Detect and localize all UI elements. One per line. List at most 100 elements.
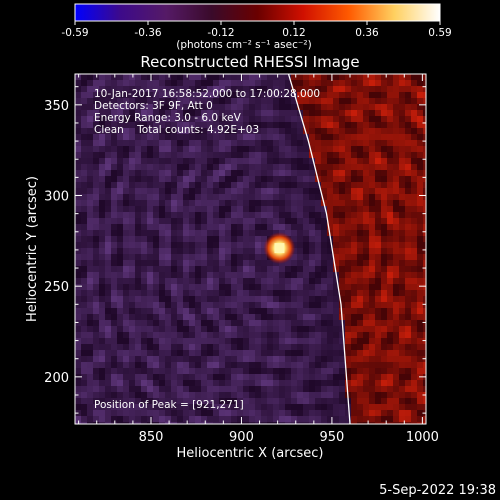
image-pixel xyxy=(297,74,303,80)
image-pixel xyxy=(327,140,333,146)
image-pixel xyxy=(153,344,159,350)
image-pixel xyxy=(117,110,123,116)
image-pixel xyxy=(321,230,327,236)
image-pixel xyxy=(303,320,309,326)
image-pixel xyxy=(417,74,423,80)
image-pixel xyxy=(417,344,423,350)
image-pixel xyxy=(105,416,111,422)
image-pixel xyxy=(231,182,237,188)
image-pixel xyxy=(243,224,249,230)
image-pixel xyxy=(393,116,399,122)
image-pixel xyxy=(111,164,117,170)
image-pixel xyxy=(87,74,93,80)
image-pixel xyxy=(135,248,141,254)
image-pixel xyxy=(393,260,399,266)
image-pixel xyxy=(141,272,147,278)
image-pixel xyxy=(363,116,369,122)
image-pixel xyxy=(105,188,111,194)
image-pixel xyxy=(345,272,351,278)
image-pixel xyxy=(189,116,195,122)
image-pixel xyxy=(201,188,207,194)
image-pixel xyxy=(219,290,225,296)
image-pixel xyxy=(339,140,345,146)
image-pixel xyxy=(129,134,135,140)
image-pixel xyxy=(141,254,147,260)
image-pixel xyxy=(135,416,141,422)
image-pixel xyxy=(339,224,345,230)
image-pixel xyxy=(285,152,291,158)
image-pixel xyxy=(381,374,387,380)
image-pixel xyxy=(393,272,399,278)
image-pixel xyxy=(213,350,219,356)
image-pixel xyxy=(345,158,351,164)
image-pixel xyxy=(81,362,87,368)
image-pixel xyxy=(171,134,177,140)
image-pixel xyxy=(363,242,369,248)
image-pixel xyxy=(75,230,81,236)
image-pixel xyxy=(99,386,105,392)
image-pixel xyxy=(327,404,333,410)
image-pixel xyxy=(297,212,303,218)
image-pixel xyxy=(195,110,201,116)
image-pixel xyxy=(267,386,273,392)
image-pixel xyxy=(243,350,249,356)
image-pixel xyxy=(255,260,261,266)
image-pixel xyxy=(357,344,363,350)
image-pixel xyxy=(93,302,99,308)
image-pixel xyxy=(231,110,237,116)
image-pixel xyxy=(177,116,183,122)
image-pixel xyxy=(333,128,339,134)
image-pixel xyxy=(279,182,285,188)
image-pixel xyxy=(207,356,213,362)
image-pixel xyxy=(237,152,243,158)
image-pixel xyxy=(111,272,117,278)
image-pixel xyxy=(333,212,339,218)
image-pixel xyxy=(267,182,273,188)
colorbar-tick-label: -0.12 xyxy=(207,27,234,39)
image-pixel xyxy=(285,170,291,176)
image-pixel xyxy=(111,134,117,140)
image-pixel xyxy=(231,326,237,332)
image-pixel xyxy=(153,242,159,248)
image-pixel xyxy=(363,98,369,104)
image-pixel xyxy=(207,260,213,266)
image-pixel xyxy=(375,224,381,230)
image-pixel xyxy=(399,212,405,218)
image-pixel xyxy=(339,386,345,392)
image-pixel xyxy=(87,146,93,152)
image-pixel xyxy=(225,326,231,332)
image-pixel xyxy=(255,308,261,314)
image-pixel xyxy=(189,362,195,368)
image-pixel xyxy=(171,362,177,368)
image-pixel xyxy=(165,146,171,152)
image-pixel xyxy=(267,164,273,170)
image-pixel xyxy=(273,350,279,356)
image-pixel xyxy=(213,386,219,392)
image-pixel xyxy=(399,380,405,386)
image-pixel xyxy=(291,206,297,212)
image-pixel xyxy=(339,92,345,98)
image-pixel xyxy=(153,140,159,146)
image-pixel xyxy=(345,128,351,134)
image-pixel xyxy=(147,194,153,200)
image-pixel xyxy=(321,194,327,200)
image-pixel xyxy=(291,350,297,356)
image-pixel xyxy=(297,116,303,122)
image-pixel xyxy=(381,404,387,410)
image-pixel xyxy=(279,170,285,176)
image-pixel xyxy=(189,380,195,386)
image-pixel xyxy=(207,152,213,158)
image-pixel xyxy=(351,122,357,128)
image-pixel xyxy=(273,398,279,404)
image-pixel xyxy=(207,332,213,338)
image-pixel xyxy=(291,116,297,122)
image-pixel xyxy=(213,182,219,188)
image-pixel xyxy=(267,272,273,278)
image-pixel xyxy=(231,308,237,314)
image-pixel xyxy=(105,92,111,98)
image-pixel xyxy=(333,230,339,236)
image-pixel xyxy=(81,200,87,206)
image-pixel xyxy=(339,98,345,104)
image-pixel xyxy=(189,278,195,284)
image-pixel xyxy=(141,218,147,224)
